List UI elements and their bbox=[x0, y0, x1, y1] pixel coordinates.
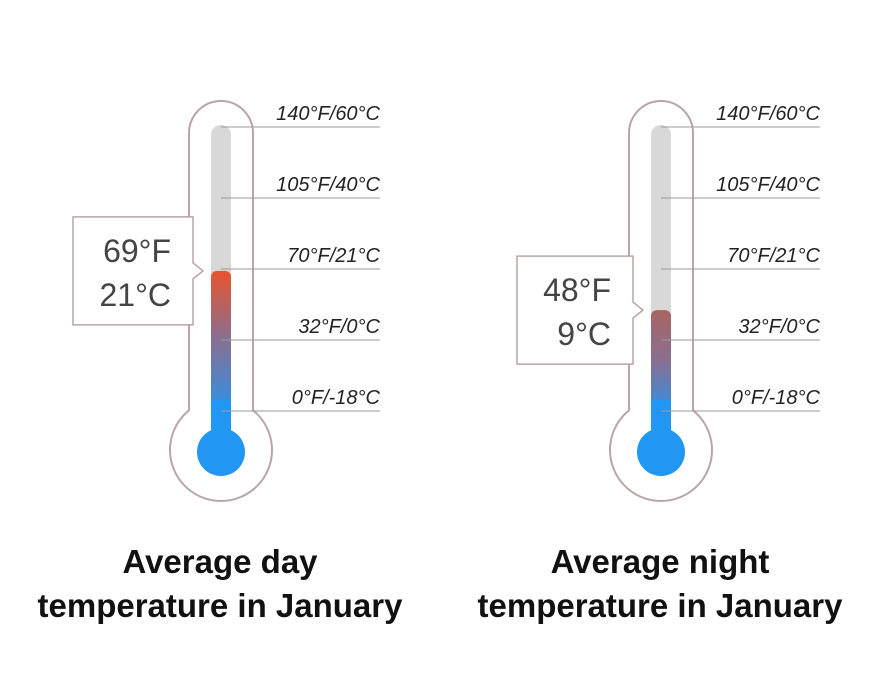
readout-callout bbox=[516, 255, 645, 365]
mercury-column bbox=[211, 270, 231, 420]
caption-night-line2: temperature in January bbox=[477, 587, 843, 624]
tick-label: 140°F/60°C bbox=[276, 103, 380, 125]
thermometer-night: 140°F/60°C 105°F/40°C 70°F/21°C 32°F/0°C 0°F… bbox=[516, 100, 821, 502]
readout-celsius: 21°C bbox=[100, 277, 172, 313]
thermometer-day: 140°F/60°C 105°F/40°C 70°F/21°C 32°F/0°C 0°F… bbox=[72, 100, 381, 502]
tick-label: 70°F/21°C bbox=[727, 245, 820, 267]
mercury-bulb bbox=[637, 428, 685, 476]
tick-label: 32°F/0°C bbox=[298, 316, 380, 338]
caption-day: Average day temperature in January bbox=[0, 540, 440, 628]
tick-label: 0°F/-18°C bbox=[732, 387, 821, 409]
mercury-column bbox=[651, 310, 671, 420]
caption-day-line1: Average day bbox=[122, 543, 318, 580]
caption-day-line2: temperature in January bbox=[37, 587, 403, 624]
caption-night-line1: Average night bbox=[550, 543, 770, 580]
tick-label: 105°F/40°C bbox=[276, 174, 380, 196]
readout-fahrenheit: 69°F bbox=[103, 233, 171, 269]
tick-label: 32°F/0°C bbox=[738, 316, 820, 338]
tick-label: 70°F/21°C bbox=[287, 245, 380, 267]
readout-celsius: 9°C bbox=[557, 316, 611, 352]
tick-label: 0°F/-18°C bbox=[292, 387, 381, 409]
caption-night: Average night temperature in January bbox=[440, 540, 880, 628]
tick-label: 105°F/40°C bbox=[716, 174, 820, 196]
readout-callout bbox=[72, 216, 205, 326]
readout-fahrenheit: 48°F bbox=[543, 272, 611, 308]
mercury-bulb bbox=[197, 428, 245, 476]
tick-label: 140°F/60°C bbox=[716, 103, 820, 125]
